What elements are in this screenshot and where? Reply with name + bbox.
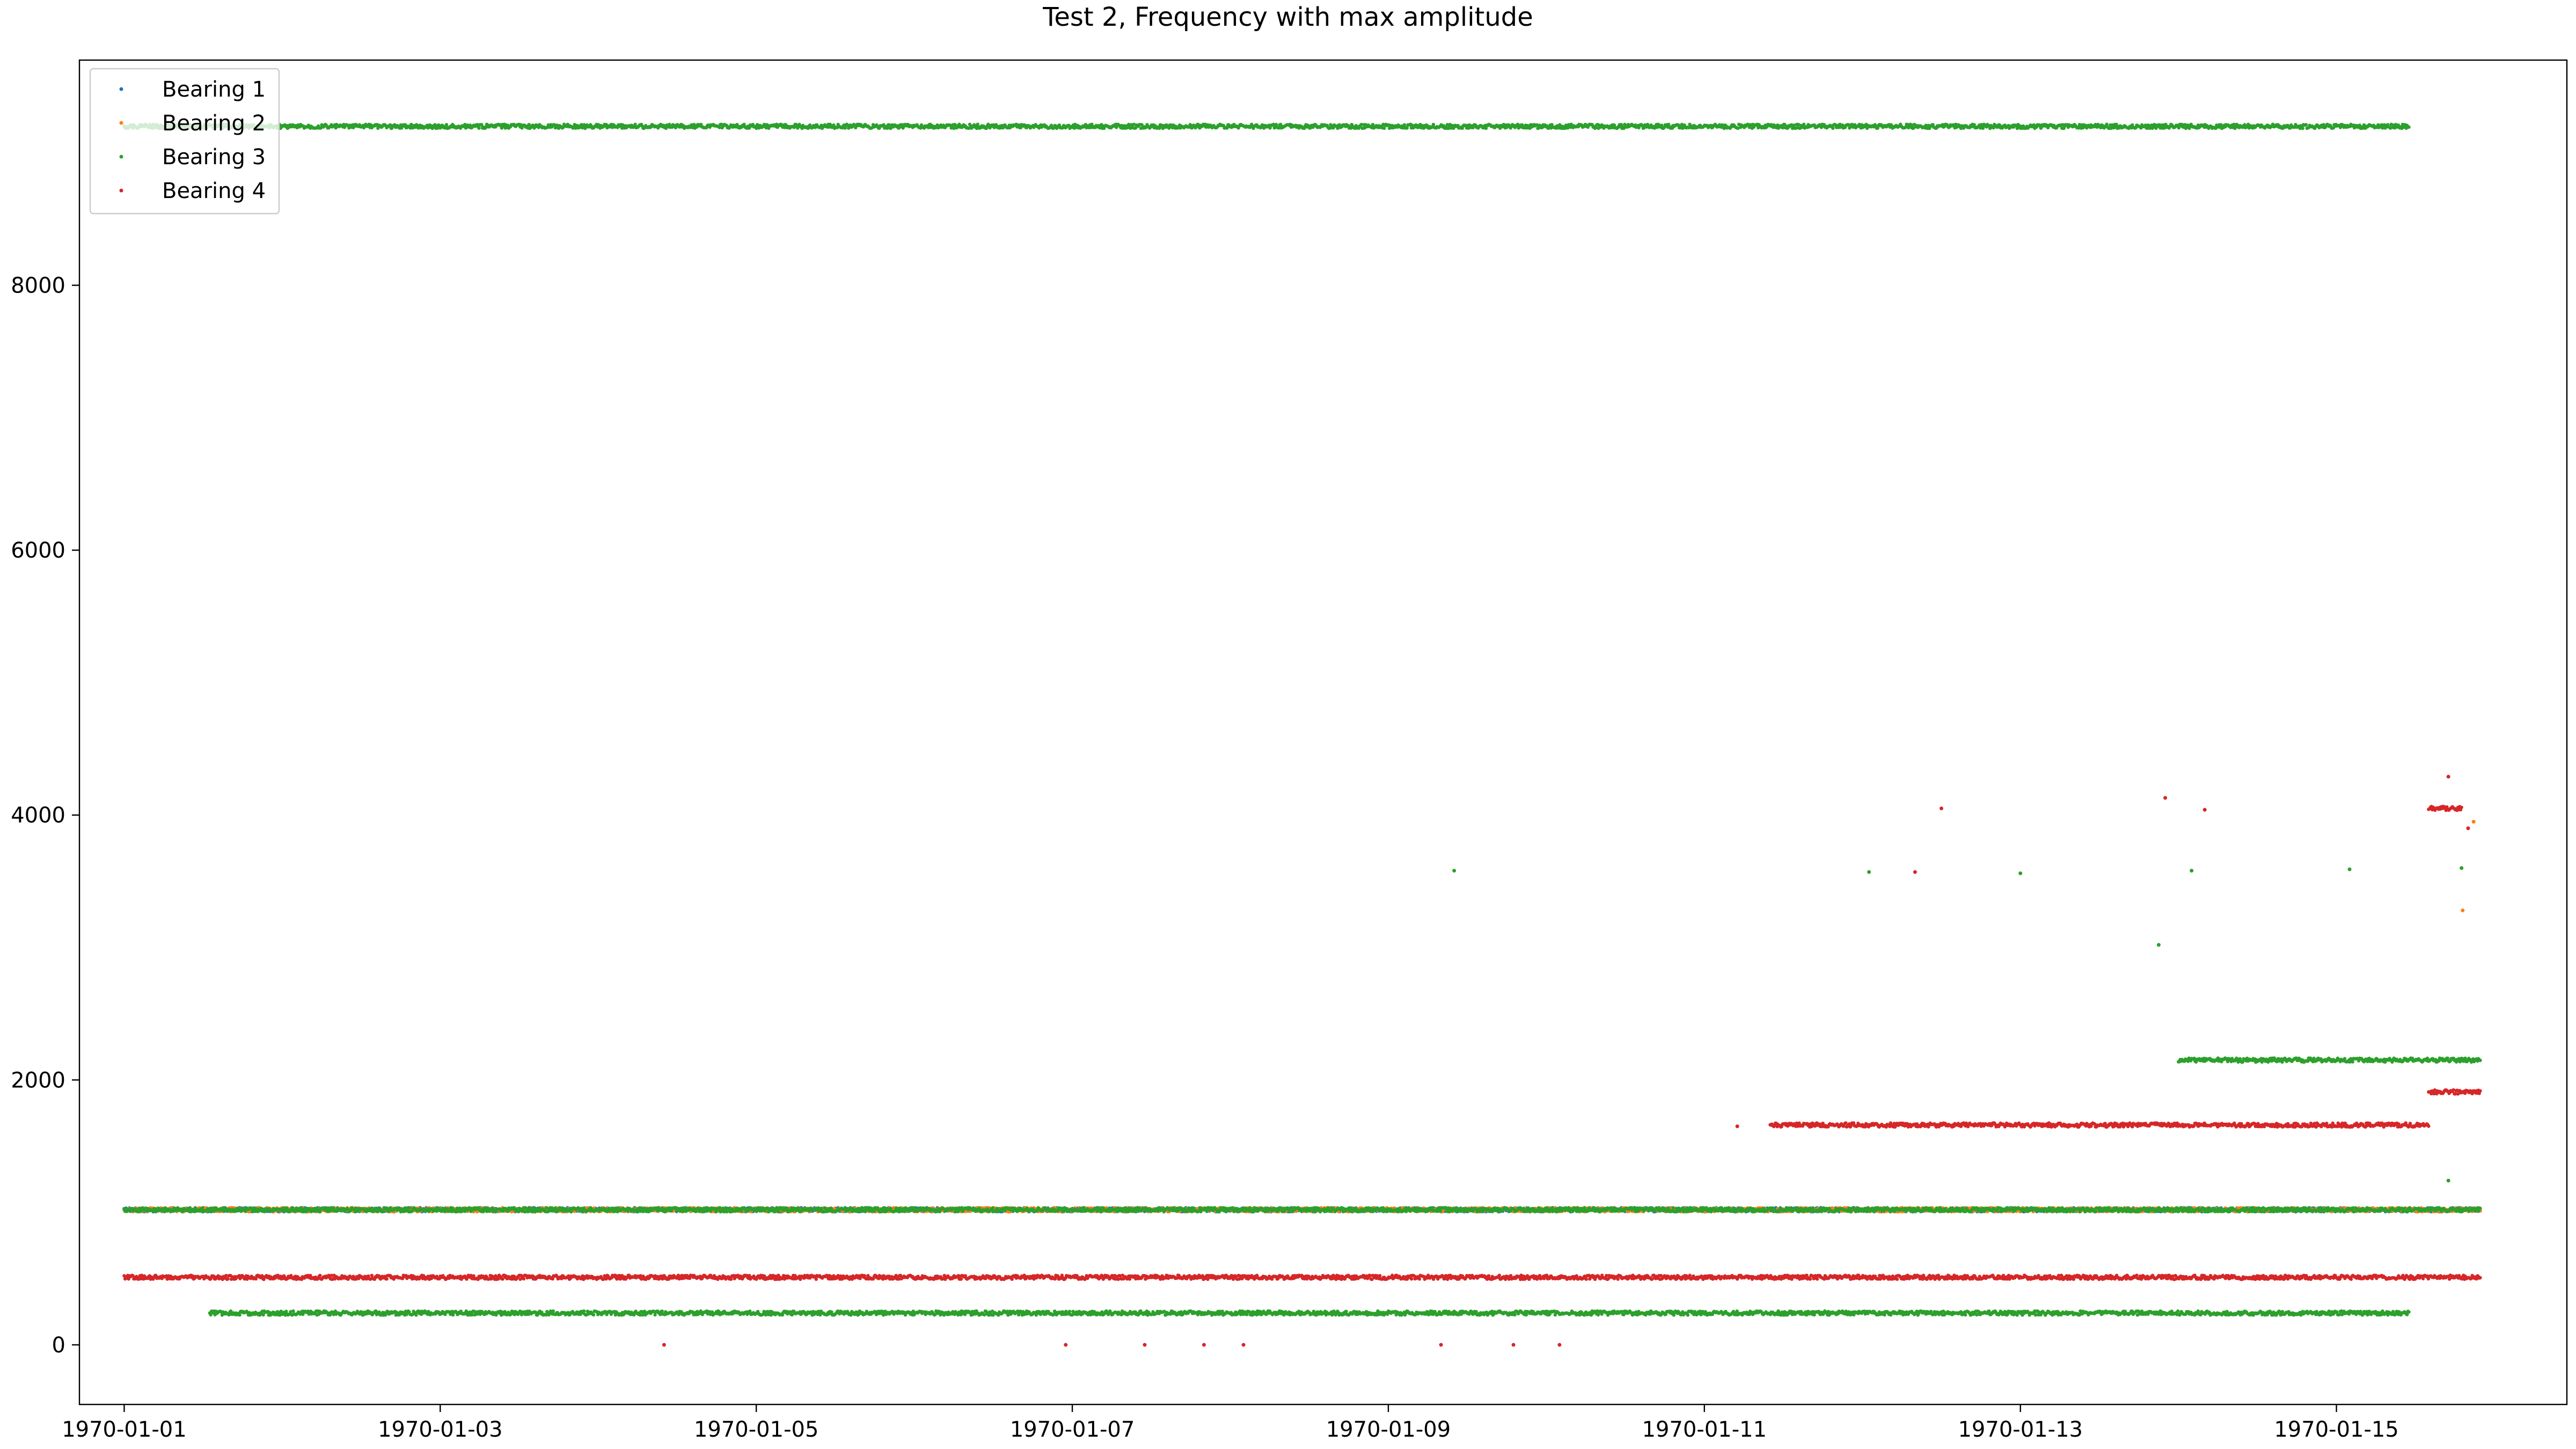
chart-title: Test 2, Frequency with max amplitude bbox=[1042, 2, 1533, 32]
plot-area bbox=[79, 60, 2567, 1404]
axes-background bbox=[79, 60, 2567, 1404]
series-marks bbox=[122, 122, 2482, 1347]
